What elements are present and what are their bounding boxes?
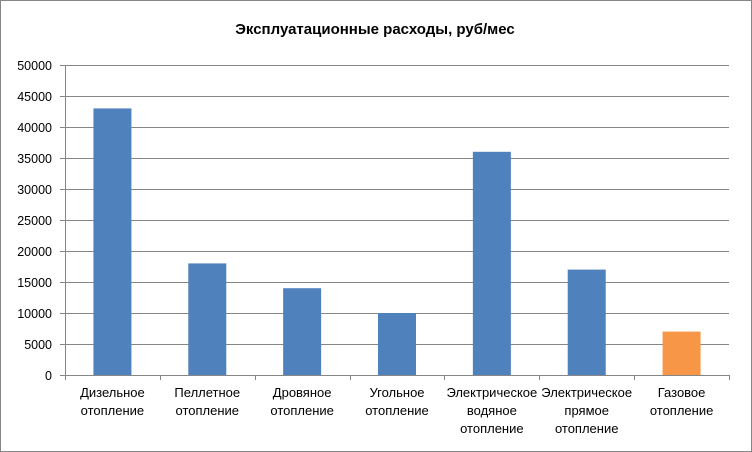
y-tick-label: 15000 xyxy=(17,276,52,290)
x-category-label: прямое xyxy=(564,403,609,418)
bar xyxy=(662,331,701,375)
bar xyxy=(283,288,322,375)
x-category-label: отопление xyxy=(650,403,714,418)
x-category-label: Газовое xyxy=(658,385,706,400)
x-category-label: отопление xyxy=(555,421,619,436)
y-tick-label: 35000 xyxy=(17,152,52,166)
x-category-label: Пеллетное xyxy=(174,385,240,400)
y-tick-label: 50000 xyxy=(17,59,52,73)
x-category-label: водяное xyxy=(467,403,517,418)
bar xyxy=(188,263,227,375)
x-category-label: отопление xyxy=(460,421,524,436)
y-tick-label: 0 xyxy=(45,369,52,383)
x-category-label: отопление xyxy=(270,403,334,418)
x-category-label: Угольное xyxy=(369,385,424,400)
x-axis-category-labels: Дизельное отопление Пеллетное отопление Дров… xyxy=(80,385,713,436)
x-category-label: Дизельное xyxy=(80,385,145,400)
y-tick-label: 30000 xyxy=(17,183,52,197)
x-category-label: Электрическое xyxy=(541,385,632,400)
y-tick-label: 45000 xyxy=(17,90,52,104)
x-category-label: Дровяное xyxy=(273,385,332,400)
y-tick-label: 10000 xyxy=(17,307,52,321)
x-category-label: отопление xyxy=(81,403,145,418)
y-tick-label: 40000 xyxy=(17,121,52,135)
y-tick-label: 20000 xyxy=(17,245,52,259)
bar xyxy=(93,108,132,376)
bar xyxy=(472,151,511,375)
bar xyxy=(378,313,416,375)
x-category-label: отопление xyxy=(365,403,429,418)
y-tick-label: 25000 xyxy=(17,214,52,228)
bar xyxy=(567,269,606,375)
y-tick-label: 5000 xyxy=(24,338,52,352)
gridlines xyxy=(65,65,729,345)
x-category-label: отопление xyxy=(176,403,240,418)
axes xyxy=(60,65,730,380)
x-category-label: Электрическое xyxy=(446,385,537,400)
chart-title: Эксплуатационные расходы, руб/мес xyxy=(235,21,515,38)
bars xyxy=(93,108,701,376)
y-axis-tick-labels: 0 5000 10000 15000 20000 25000 30000 35000 40000… xyxy=(17,59,52,383)
